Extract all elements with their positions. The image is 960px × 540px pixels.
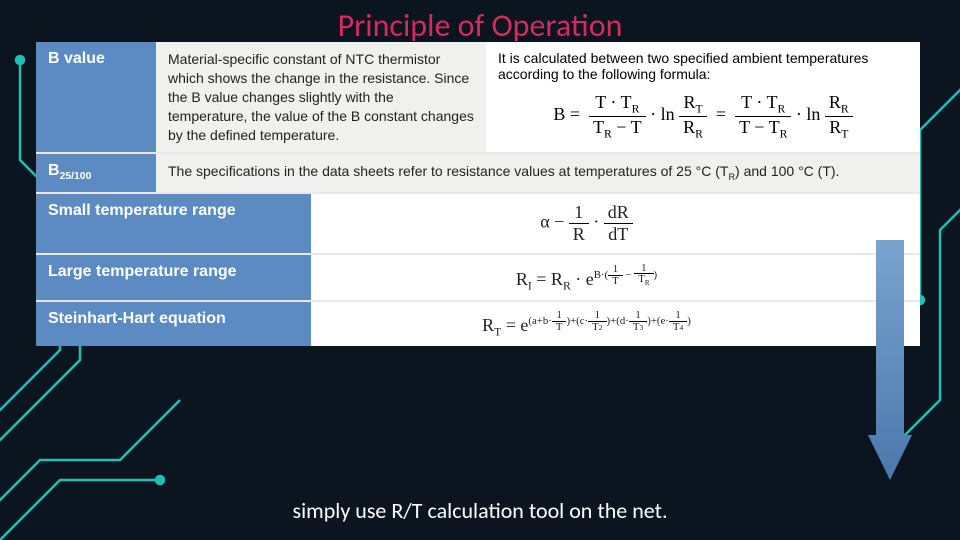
row-b-value: B value Material-specific constant of NT… bbox=[36, 42, 920, 154]
formula-small-range: α − 1R · dRdT bbox=[311, 194, 920, 253]
label-steinhart: Steinhart-Hart equation bbox=[36, 302, 311, 346]
definitions-table: B value Material-specific constant of NT… bbox=[36, 42, 920, 346]
formula-b-value: It is calculated between two specified a… bbox=[486, 42, 920, 152]
row-small-range: Small temperature range α − 1R · dRdT bbox=[36, 194, 920, 255]
desc-b-value: Material-specific constant of NTC thermi… bbox=[156, 42, 486, 152]
row-large-range: Large temperature range RI = RR · eB·(1T… bbox=[36, 255, 920, 303]
row-steinhart: Steinhart-Hart equation RT = e(a+b·1T)+(… bbox=[36, 302, 920, 346]
formula-steinhart: RT = e(a+b·1T)+(c·1T2)+(d·1T3)+(e·1T4) bbox=[311, 302, 920, 346]
b-value-equation: B = T · TRTR − T · ln RTRR = T · TRT − T… bbox=[498, 92, 908, 140]
label-b25100: B25/100 bbox=[36, 154, 156, 191]
formula-large-range: RI = RR · eB·(1T − 1TR) bbox=[311, 255, 920, 301]
label-large-range: Large temperature range bbox=[36, 255, 311, 301]
b-value-intro: It is calculated between two specified a… bbox=[498, 50, 908, 82]
desc-b25100: The specifications in the data sheets re… bbox=[156, 154, 920, 191]
label-small-range: Small temperature range bbox=[36, 194, 311, 253]
row-b25100: B25/100 The specifications in the data s… bbox=[36, 154, 920, 193]
b25100-prefix: B bbox=[48, 162, 60, 179]
b25100-sub: 25/100 bbox=[60, 172, 92, 183]
accuracy-arrow: ACCURACY bbox=[868, 240, 912, 480]
footer-note: simply use R/T calculation tool on the n… bbox=[0, 497, 960, 524]
label-b-value: B value bbox=[36, 42, 156, 152]
